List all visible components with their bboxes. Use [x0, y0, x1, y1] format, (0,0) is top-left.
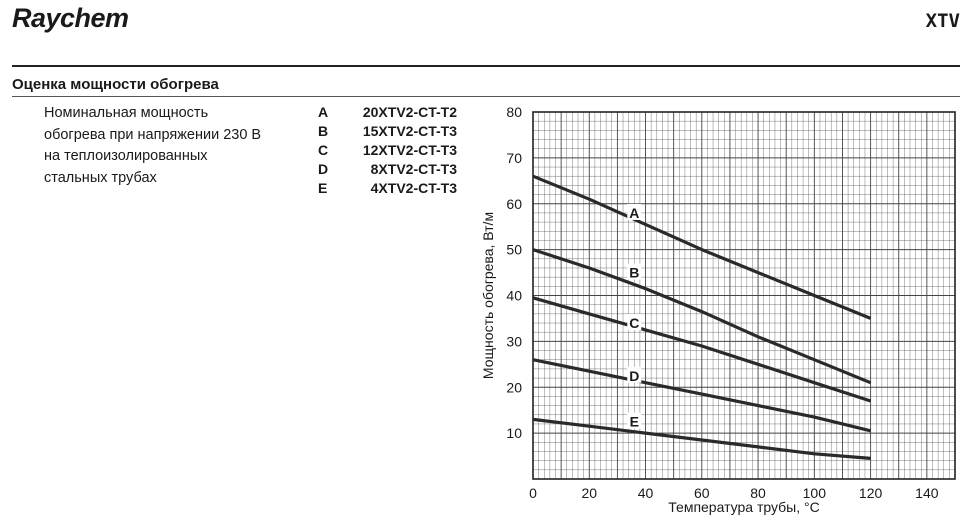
- product-code: XTV: [925, 10, 960, 32]
- y-tick-label: 30: [506, 333, 522, 349]
- y-tick-label: 50: [506, 242, 522, 258]
- y-tick-label: 60: [506, 196, 522, 212]
- y-tick-label: 80: [506, 104, 522, 120]
- y-tick-label: 40: [506, 288, 522, 304]
- x-tick-label: 100: [803, 485, 827, 501]
- legend-code: 4XTV2-CT-T3: [370, 180, 457, 196]
- series-line-c: [532, 296, 872, 403]
- legend-code: 15XTV2-CT-T3: [362, 123, 457, 139]
- legend-key: C: [318, 142, 329, 158]
- description-line: стальных трубах: [44, 169, 157, 186]
- series-line-b: [532, 248, 872, 385]
- series-label-backdrop: [627, 366, 642, 383]
- legend-key: B: [318, 123, 329, 139]
- series-label-c: C: [629, 315, 639, 331]
- plot-frame: [532, 111, 956, 480]
- legend-row: C 12XTV2-CT-T3: [318, 141, 457, 160]
- y-tick-label: 20: [506, 379, 522, 395]
- header-divider: [12, 65, 960, 67]
- x-tick-label: 120: [859, 485, 883, 501]
- series-label-backdrop: [627, 314, 642, 331]
- series-label-a: A: [629, 205, 639, 221]
- series-label-backdrop: [627, 412, 642, 429]
- section-title: Оценка мощности обогрева: [12, 76, 219, 93]
- y-tick-label: 70: [506, 150, 522, 166]
- series-line-a: [532, 174, 872, 320]
- legend-key: D: [318, 161, 329, 177]
- description-line: Номинальная мощность: [44, 105, 209, 121]
- series-line-e: [532, 417, 871, 460]
- section-divider: [12, 96, 960, 97]
- series-label-backdrop: [627, 203, 642, 220]
- legend-row: B 15XTV2-CT-T3: [318, 122, 457, 141]
- legend-key: A: [318, 104, 329, 120]
- series-label-b: B: [629, 265, 639, 281]
- series-label-backdrop: [627, 263, 642, 280]
- y-axis-label: Мощность обогрева, Вт/м: [480, 212, 496, 379]
- x-tick-label: 140: [915, 485, 939, 501]
- brand-logo: Raychem: [12, 3, 129, 33]
- series-line-d: [532, 358, 871, 433]
- x-tick-label: 80: [750, 485, 766, 501]
- legend-row: D 8XTV2-CT-T3: [318, 160, 457, 179]
- x-tick-label: 20: [581, 485, 597, 501]
- x-tick-label: 0: [529, 485, 537, 501]
- description-line: обогрева при напряжении 230 В: [44, 126, 262, 143]
- series-label-d: D: [629, 368, 639, 384]
- y-tick-label: 10: [506, 425, 522, 441]
- description-line: на теплоизолированных: [44, 148, 208, 164]
- legend-code: 20XTV2-CT-T2: [362, 104, 457, 120]
- legend-code: 8XTV2-CT-T3: [370, 161, 457, 177]
- legend-row: E 4XTV2-CT-T3: [318, 179, 457, 198]
- legend-code: 12XTV2-CT-T3: [362, 142, 457, 158]
- x-tick-label: 60: [694, 485, 710, 501]
- series-label-e: E: [630, 414, 639, 430]
- description: Номинальная мощность обогрева при напряж…: [44, 103, 314, 189]
- cable-legend: A 20XTV2-CT-T2 B 15XTV2-CT-T3 C 12XTV2-C…: [318, 103, 457, 198]
- x-tick-label: 40: [638, 485, 654, 501]
- legend-key: E: [318, 180, 328, 196]
- x-axis-label: Температура трубы, °C: [668, 499, 819, 515]
- legend-row: A 20XTV2-CT-T2: [318, 103, 457, 122]
